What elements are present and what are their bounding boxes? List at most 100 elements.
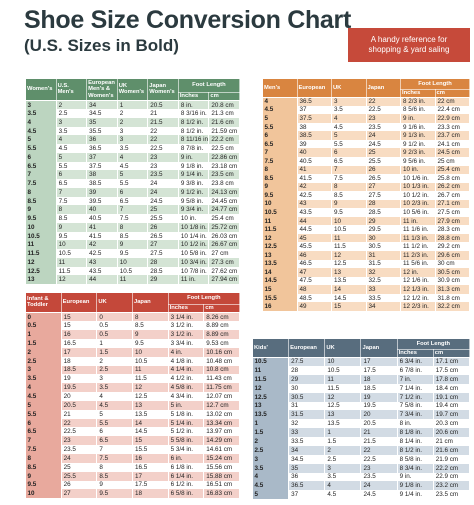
size-cell-primary: 3.5 [252,463,290,473]
size-cell: 36.5 [297,97,332,106]
size-cell: 8 3/4 in. [397,463,434,473]
size-cell: 26 [61,480,98,490]
size-row: 0.5 15 0.5 8.5 3 1/2 in. 8.89 cm [25,321,240,331]
size-cell: 30 [288,383,326,393]
size-cell: 10 [56,240,88,250]
group-header: Foot Length [396,337,471,351]
size-row: 12 30 11.5 18.5 7 1/4 in. 18.4 cm [252,383,471,393]
size-cell: 10 1/6 in. [400,174,436,183]
size-cell: 7 [56,187,88,197]
size-cell: 6 1/2 in. [168,480,205,490]
size-cell: 11 in. [178,275,210,285]
size-cell: 34 [288,445,326,455]
size-cell: 11 [331,233,367,243]
size-cell: 26.67 cm [208,240,240,250]
column-header: Japan [131,292,169,313]
size-cell: 48.5 [297,293,332,303]
size-cell: 49 [297,302,332,311]
size-cell: 9.5 [56,231,88,241]
unit-header: cm [203,304,240,313]
size-cell: 18 [132,489,169,499]
size-cell: 7 1/4 in. [397,383,434,393]
size-cell: 39.5 [86,196,118,206]
size-table: Kids' European UK Japan Foot Length Inches cm 1… [251,337,471,500]
size-row: 15.5 48.5 14.5 33.5 12 1/2 in. 31.8 cm [262,293,470,303]
size-cell: 21 cm [433,437,471,446]
unit-header: cm [432,349,471,358]
size-cell: 2 [117,117,149,127]
size-cell: 23.3 cm [435,122,470,132]
column-header: Infant & Toddler [25,292,62,313]
size-cell: 12.07 cm [203,392,240,401]
size-cell: 34.5 [288,454,326,464]
size-cell: 22.5 [366,105,401,115]
size-row: 9 42 8 27 10 1/3 in. 26.2 cm [262,182,470,192]
size-row: 8.5 25 8 16.5 6 1/8 in. 15.56 cm [25,462,240,472]
size-cell: 22.9 cm [433,472,471,482]
size-cell: 0.5 [96,321,133,331]
badge-line: A handy reference for [370,35,448,44]
size-table: Infant & Toddler European UK Japan Foot Leng… [25,291,241,499]
size-cell-primary: 2.5 [25,356,62,366]
size-cell: 1.5 [324,437,362,446]
size-cell: 11 5/6 in. [400,259,436,269]
size-cell: 41 [297,165,332,175]
size-cell-primary: 9.5 [25,480,62,490]
size-cell: 26.2 cm [435,182,470,192]
size-cell: 23 [61,436,98,446]
size-row: 8.5 7.5 39.5 6.5 24.5 9 5/8 in. 24.45 cm [25,196,240,206]
size-cell: 24.45 cm [208,196,240,206]
size-row: 7 23 6.5 15 5 5/8 in. 14.29 cm [25,436,240,446]
size-cell: 22.5 [61,427,98,437]
size-cell: 15 [61,321,98,331]
size-cell: 31.5 [288,410,326,420]
size-cell: 8 1/2 in. [397,445,434,455]
size-cell: 24.5 [366,139,401,149]
size-cell: 10 5/8 in. [178,249,210,258]
size-cell-primary: 4.5 [25,392,62,401]
size-row: 12 11 43 10 28 10 3/4 in. 27.3 cm [25,257,240,267]
size-cell: 12 2/3 in. [400,302,436,311]
size-cell: 13.34 cm [203,418,240,428]
size-cell: 10 1/3 in. [400,182,436,192]
size-cell: 36 [288,472,326,482]
size-cell: 24.13 cm [208,187,240,197]
size-cell-primary: 1.5 [252,428,290,438]
size-cell: 2 [117,109,149,118]
size-cell: 38 [86,170,118,180]
size-cell-primary: 4.5 [252,481,290,491]
column-header: Kids' [251,338,290,358]
size-cell: 23 [147,152,179,162]
size-row: 11.5 29 11 18 7 in. 17.8 cm [252,374,471,384]
size-cell: 10 1/8 in. [178,222,210,232]
size-cell: 17 [132,471,169,481]
size-row: 4 36.5 3 22 8 2/3 in. 22 cm [262,97,470,106]
size-cell: 12 [324,392,362,402]
size-cell-primary: 2.5 [252,445,290,455]
size-cell: 9 in. [397,472,434,482]
size-cell: 10.5 [324,366,362,375]
size-cell: 8 2/3 in. [400,97,436,106]
size-cell-primary: 12.5 [262,242,298,251]
size-row: 5.5 38 4.5 23.5 9 1/6 in. 23.3 cm [262,122,470,132]
size-cell: 8 3/16 in. [178,109,210,118]
column-header: Women's [25,78,57,101]
size-row: 5 4 36 3 22 8 11/16 in. 22.2 cm [25,135,240,145]
size-cell: 21.9 cm [433,454,471,464]
size-cell: 11 [56,257,88,267]
size-row: 3.5 35 3 23 8 3/4 in. 22.2 cm [252,463,471,473]
size-row: 12.5 45.5 11.5 30.5 11 1/2 in. 29.2 cm [262,242,470,251]
size-cell: 3 [56,117,88,127]
size-cell: 3 1/2 in. [168,321,205,331]
size-cell: 6 [96,427,133,437]
size-row: 5.5 4.5 36.5 3.5 22.5 8 7/8 in. 22.5 cm [25,144,240,153]
size-cell: 5 5/8 in. [168,436,205,446]
size-cell: 8 [132,312,169,322]
size-cell: 9 in. [400,114,436,123]
size-cell-primary: 10 [262,199,298,209]
size-cell-primary: 12.5 [252,392,290,402]
size-cell-primary: 7.5 [25,445,62,454]
size-cell-primary: 10.5 [252,357,290,367]
size-cell: 8 [96,462,133,472]
size-cell: 4 [324,481,362,491]
